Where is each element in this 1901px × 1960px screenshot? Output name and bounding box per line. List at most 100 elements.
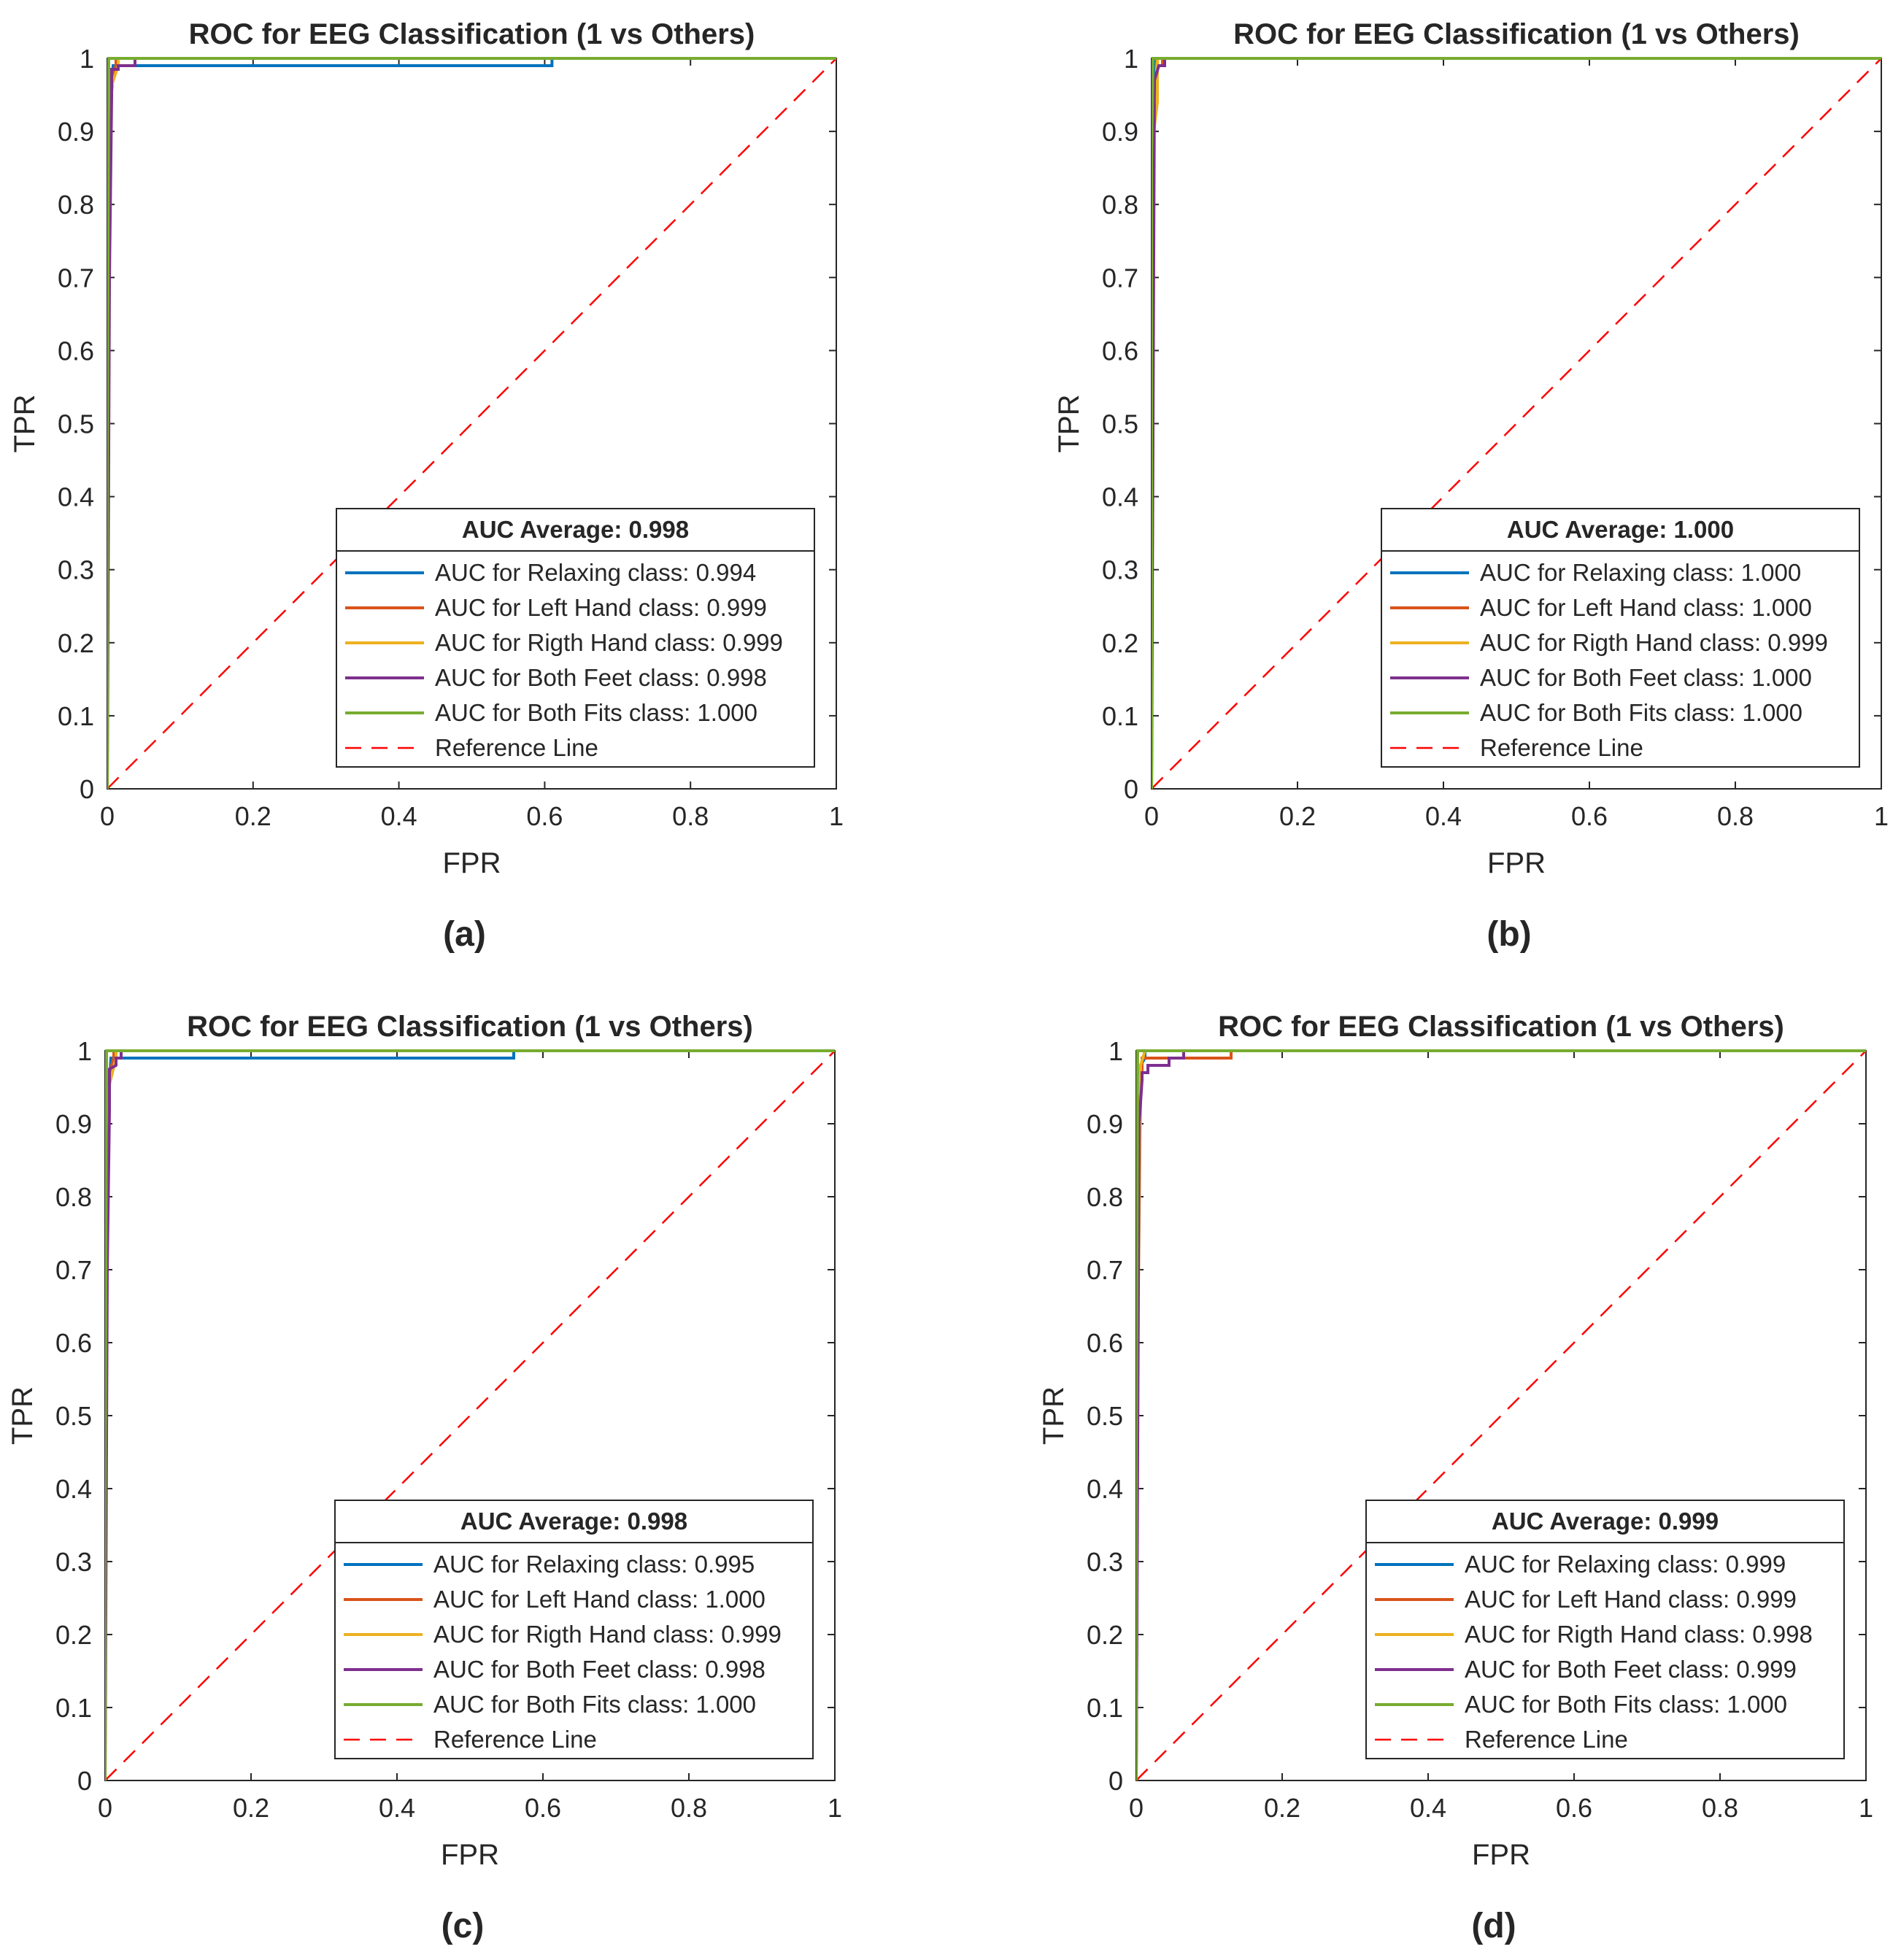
series-lines bbox=[107, 57, 837, 790]
legend-entry: AUC for Relaxing class: 0.995 bbox=[433, 1551, 755, 1578]
y-tick-label: 0.6 bbox=[55, 1328, 92, 1358]
y-tick-label: 0.3 bbox=[1102, 555, 1138, 585]
chart-title: ROC for EEG Classification (1 vs Others) bbox=[1233, 18, 1800, 50]
x-tick-label: 0 bbox=[1144, 801, 1159, 831]
series-lines bbox=[105, 1049, 836, 1781]
y-tick-label: 0.5 bbox=[58, 409, 94, 439]
legend-entry: AUC for Left Hand class: 0.999 bbox=[435, 594, 767, 621]
legend-entry: AUC for Rigth Hand class: 0.999 bbox=[433, 1621, 782, 1648]
legend-entry: AUC for Both Fits class: 1.000 bbox=[435, 699, 757, 726]
y-tick-label: 0 bbox=[1124, 774, 1138, 804]
legend-entry: AUC for Relaxing class: 0.994 bbox=[435, 559, 756, 586]
x-tick-label: 1 bbox=[828, 1793, 842, 1823]
x-axis-label: FPR bbox=[1472, 1839, 1530, 1871]
legend-entry: AUC for Relaxing class: 0.999 bbox=[1465, 1551, 1786, 1578]
y-tick-label: 1 bbox=[77, 1036, 92, 1066]
y-axis-label: TPR bbox=[9, 395, 41, 453]
y-tick-label: 0.7 bbox=[1087, 1255, 1123, 1285]
roc-curve-3 bbox=[107, 57, 836, 790]
x-tick-label: 0.8 bbox=[671, 1793, 707, 1823]
y-tick-label: 0.3 bbox=[55, 1547, 92, 1577]
legend-title: AUC Average: 0.998 bbox=[460, 1508, 687, 1535]
y-tick-label: 0.5 bbox=[1102, 409, 1138, 439]
y-tick-label: 1 bbox=[1124, 44, 1138, 74]
y-tick-label: 0 bbox=[77, 1766, 92, 1796]
roc-curve-3 bbox=[1136, 1049, 1866, 1781]
y-tick-label: 0.1 bbox=[1102, 701, 1138, 731]
legend-entry: AUC for Both Fits class: 1.000 bbox=[433, 1691, 756, 1718]
y-tick-label: 0.7 bbox=[1102, 263, 1138, 293]
y-tick-label: 0.2 bbox=[1087, 1620, 1123, 1650]
legend-entry: AUC for Relaxing class: 1.000 bbox=[1480, 559, 1801, 586]
panel-caption: (b) bbox=[1487, 915, 1531, 954]
x-tick-label: 0.4 bbox=[379, 1793, 415, 1823]
x-tick-label: 0.6 bbox=[1556, 1793, 1592, 1823]
legend: AUC Average: 0.998 AUC for Relaxing class… bbox=[334, 1500, 814, 1759]
reference-line bbox=[1152, 58, 1882, 790]
y-tick-label: 0 bbox=[1108, 1766, 1123, 1796]
y-tick-label: 0.7 bbox=[58, 263, 94, 293]
legend: AUC Average: 0.998 AUC for Relaxing class… bbox=[336, 508, 815, 768]
y-tick-label: 0.8 bbox=[58, 190, 94, 220]
x-tick-label: 0.8 bbox=[672, 801, 709, 831]
x-tick-label: 0.2 bbox=[1279, 801, 1316, 831]
x-tick-label: 1 bbox=[829, 801, 844, 831]
y-tick-label: 0.9 bbox=[1102, 117, 1138, 147]
legend-entry: AUC for Rigth Hand class: 0.998 bbox=[1465, 1621, 1813, 1648]
y-axis-label: TPR bbox=[1038, 1386, 1070, 1445]
roc-curve-4 bbox=[1152, 57, 1881, 789]
legend-entry: AUC for Left Hand class: 0.999 bbox=[1465, 1586, 1797, 1613]
x-tick-label: 0.2 bbox=[235, 801, 271, 831]
x-tick-label: 1 bbox=[1874, 801, 1889, 831]
legend-entry: AUC for Both Fits class: 1.000 bbox=[1480, 699, 1802, 726]
x-tick-label: 0.2 bbox=[233, 1793, 269, 1823]
y-tick-label: 0.1 bbox=[58, 701, 94, 731]
legend-entry: Reference Line bbox=[1465, 1726, 1628, 1753]
y-tick-label: 0.4 bbox=[1087, 1474, 1123, 1504]
roc-panel-c: 0 0.2 0.4 0.6 0.8 1 0 0.1 0.2 0.3 0.4 0.5 0.6 0.7 0.8 0… bbox=[7, 1011, 842, 1945]
x-tick-label: 1 bbox=[1859, 1793, 1873, 1823]
y-tick-label: 0.8 bbox=[1087, 1182, 1123, 1212]
legend-entry: AUC for Left Hand class: 1.000 bbox=[433, 1586, 766, 1613]
legend-title: AUC Average: 0.998 bbox=[462, 516, 689, 543]
legend-entry: AUC for Both Feet class: 0.998 bbox=[433, 1656, 766, 1683]
y-tick-label: 0.8 bbox=[1102, 190, 1138, 220]
panel-caption: (d) bbox=[1471, 1907, 1516, 1945]
x-tick-label: 0.4 bbox=[1425, 801, 1462, 831]
y-tick-label: 0.9 bbox=[1087, 1109, 1123, 1139]
x-tick-label: 0.8 bbox=[1702, 1793, 1738, 1823]
chart-title: ROC for EEG Classification (1 vs Others) bbox=[1218, 1011, 1784, 1043]
roc-curve-4 bbox=[1136, 1049, 1866, 1780]
x-tick-label: 0.6 bbox=[525, 1793, 561, 1823]
legend-entry: AUC for Both Fits class: 1.000 bbox=[1465, 1691, 1787, 1718]
legend-entry: AUC for Both Feet class: 0.999 bbox=[1465, 1656, 1797, 1683]
reference-line bbox=[105, 1050, 836, 1781]
roc-panel-a: 0 0.2 0.4 0.6 0.8 1 0 0.1 0.2 0.3 0.4 0.5 0.6 0.7 0.8 0… bbox=[9, 18, 844, 954]
legend-entry: AUC for Both Feet class: 0.998 bbox=[435, 664, 767, 691]
y-axis-label: TPR bbox=[1053, 395, 1085, 453]
y-tick-label: 0.6 bbox=[1087, 1328, 1123, 1358]
panel-caption: (a) bbox=[443, 915, 486, 954]
roc-curve-4 bbox=[107, 57, 836, 789]
x-tick-label: 0 bbox=[1129, 1793, 1144, 1823]
x-tick-label: 0.4 bbox=[381, 801, 417, 831]
series-lines bbox=[1136, 1049, 1867, 1781]
roc-panel-b: 0 0.2 0.4 0.6 0.8 1 0 0.1 0.2 0.3 0.4 0.5 0.6 0.7 0.8 0… bbox=[1053, 18, 1889, 954]
y-tick-label: 1 bbox=[80, 44, 94, 74]
reference-line bbox=[107, 58, 837, 790]
series-lines bbox=[1152, 57, 1882, 790]
y-tick-label: 0 bbox=[80, 774, 94, 804]
legend-entry: Reference Line bbox=[435, 734, 598, 761]
x-tick-label: 0.8 bbox=[1717, 801, 1754, 831]
y-tick-label: 0.8 bbox=[55, 1182, 92, 1212]
y-tick-label: 0.2 bbox=[55, 1620, 92, 1650]
y-tick-label: 0.6 bbox=[58, 336, 94, 366]
panel-caption: (c) bbox=[441, 1907, 485, 1945]
y-tick-label: 0.4 bbox=[1102, 482, 1138, 512]
legend-entry: AUC for Left Hand class: 1.000 bbox=[1480, 594, 1812, 621]
y-tick-label: 0.1 bbox=[55, 1693, 92, 1723]
legend-title: AUC Average: 1.000 bbox=[1507, 516, 1734, 543]
legend: AUC Average: 1.000 AUC for Relaxing class… bbox=[1381, 508, 1860, 768]
y-tick-label: 0.9 bbox=[58, 117, 94, 147]
